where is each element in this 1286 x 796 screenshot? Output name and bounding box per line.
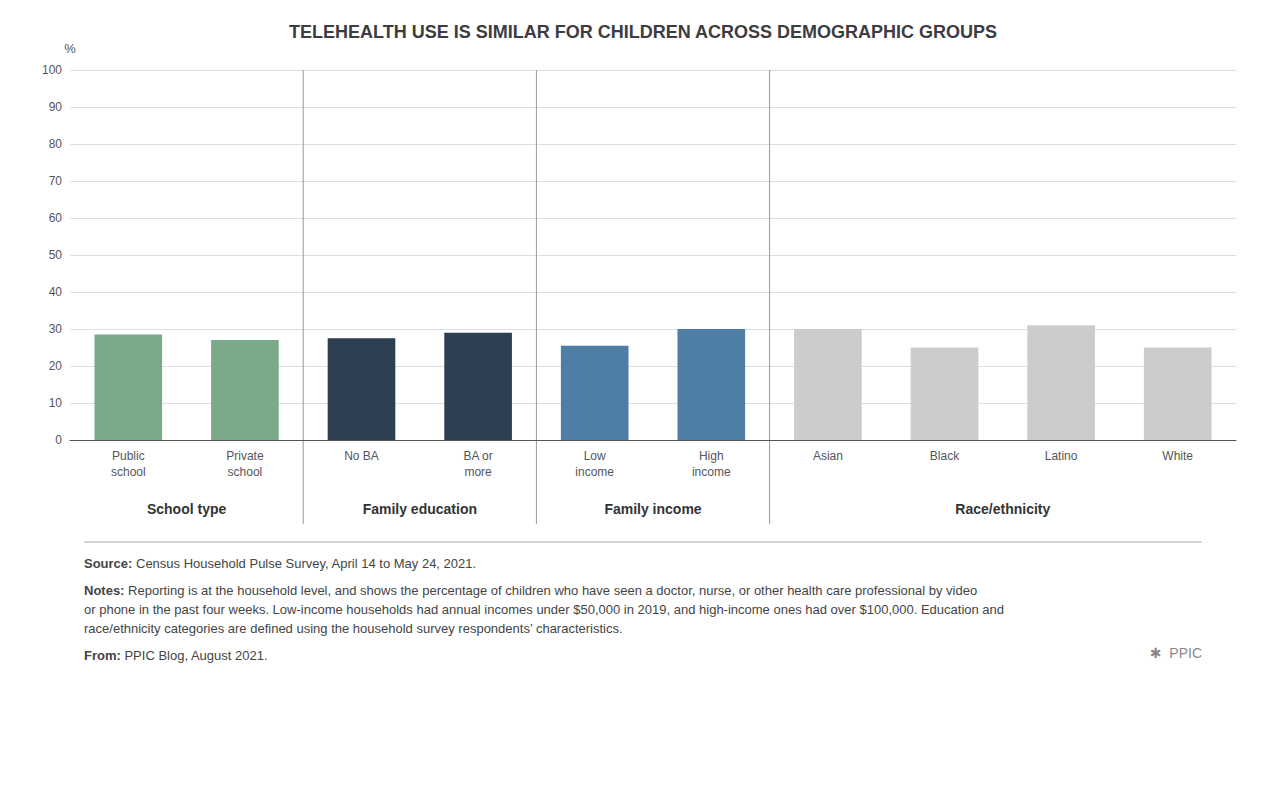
svg-text:0: 0 [55, 433, 62, 447]
svg-text:30: 30 [49, 322, 63, 336]
svg-text:Asian: Asian [813, 449, 843, 463]
svg-text:more: more [464, 465, 492, 479]
svg-text:No BA: No BA [344, 449, 379, 463]
svg-text:Notes:: Notes: [84, 583, 124, 598]
svg-text:or phone in the past four week: or phone in the past four weeks. Low-inc… [84, 602, 1008, 617]
svg-text:school: school [228, 465, 263, 479]
svg-text:income: income [692, 465, 731, 479]
svg-text:High: High [699, 449, 724, 463]
svg-text:Census Household Pulse Survey,: Census Household Pulse Survey, April 14 … [132, 556, 476, 571]
svg-text:Family income: Family income [604, 501, 701, 517]
svg-text:PPIC Blog, August 2021.: PPIC Blog, August 2021. [121, 648, 268, 663]
svg-text:80: 80 [49, 137, 63, 151]
svg-text:school: school [111, 465, 146, 479]
svg-text:race/ethnicity categories are: race/ethnicity categories are defined us… [84, 621, 623, 636]
svg-text:20: 20 [49, 359, 63, 373]
svg-text:Reporting is at the household: Reporting is at the household level, and… [124, 583, 980, 598]
svg-text:Black: Black [930, 449, 960, 463]
svg-text:Latino: Latino [1045, 449, 1078, 463]
svg-text:10: 10 [49, 396, 63, 410]
svg-text:TELEHEALTH USE IS SIMILAR FOR: TELEHEALTH USE IS SIMILAR FOR CHILDREN A… [289, 22, 997, 42]
svg-text:Source:: Source: [84, 556, 132, 571]
svg-text:40: 40 [49, 285, 63, 299]
svg-text:90: 90 [49, 100, 63, 114]
svg-text:%: % [64, 41, 76, 56]
svg-text:income: income [575, 465, 614, 479]
svg-text:✱ PPIC: ✱ PPIC [1150, 645, 1202, 661]
svg-text:School type: School type [147, 501, 227, 517]
svg-text:From:: From: [84, 648, 121, 663]
svg-text:50: 50 [49, 248, 63, 262]
svg-text:Race/ethnicity: Race/ethnicity [955, 501, 1050, 517]
svg-text:Private: Private [226, 449, 264, 463]
svg-text:100: 100 [42, 63, 62, 77]
svg-text:BA or: BA or [463, 449, 492, 463]
svg-text:Low: Low [584, 449, 606, 463]
svg-text:70: 70 [49, 174, 63, 188]
svg-text:Public: Public [112, 449, 145, 463]
svg-text:Family education: Family education [363, 501, 477, 517]
svg-text:60: 60 [49, 211, 63, 225]
svg-text:White: White [1162, 449, 1193, 463]
